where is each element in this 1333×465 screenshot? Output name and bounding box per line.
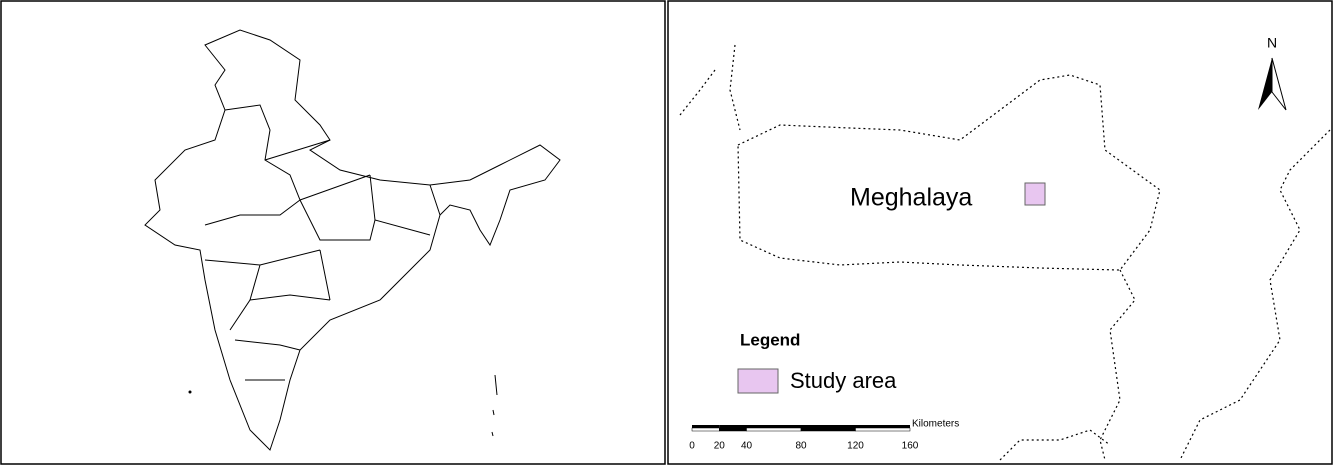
scale-segment	[719, 425, 746, 428]
scale-segment	[719, 428, 746, 431]
left-panel	[1, 1, 665, 464]
scale-tick-label: 20	[714, 441, 726, 452]
figure: Meghalaya N Legend Study area 0 20 40 80 120…	[0, 0, 1333, 465]
scale-tick-label: 0	[689, 441, 695, 452]
scale-segment	[692, 428, 719, 431]
scale-segment	[747, 425, 802, 428]
scale-segment	[692, 425, 719, 428]
scale-segment	[747, 428, 802, 431]
legend-swatch	[738, 369, 778, 393]
scale-segment	[801, 425, 856, 428]
scale-segment	[801, 428, 856, 431]
north-label: N	[1267, 35, 1277, 51]
right-panel	[668, 1, 1332, 464]
scale-segment	[856, 425, 911, 428]
place-label: Meghalaya	[850, 184, 972, 212]
legend-label: Study area	[790, 368, 897, 393]
scale-tick-label: 40	[741, 441, 753, 452]
scale-tick-label: 160	[902, 441, 919, 452]
study-area-marker	[1025, 183, 1045, 205]
legend-title: Legend	[740, 330, 800, 349]
scale-segment	[856, 428, 911, 431]
island	[189, 391, 192, 394]
page: Meghalaya N Legend Study area 0 20 40 80 120…	[0, 0, 1333, 465]
scale-unit: Kilometers	[912, 419, 959, 430]
scale-tick-label: 80	[795, 441, 807, 452]
scale-tick-label: 120	[847, 441, 864, 452]
